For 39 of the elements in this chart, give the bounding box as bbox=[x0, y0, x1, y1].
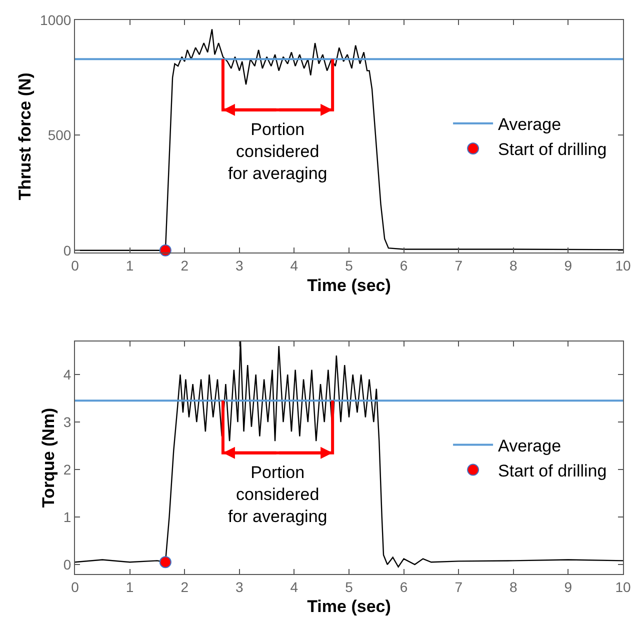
x-axis-title: Time (sec) bbox=[307, 597, 391, 616]
y-tick-label: 0 bbox=[63, 556, 72, 572]
x-tick-label: 3 bbox=[236, 257, 244, 274]
x-tick-label: 9 bbox=[564, 578, 572, 595]
y-tick-label: 4 bbox=[63, 366, 72, 382]
y-tick-label: 500 bbox=[48, 127, 72, 144]
annotation: Portion considered for averaging bbox=[228, 120, 328, 184]
x-tick-label: 4 bbox=[290, 578, 298, 595]
x-tick-label: 8 bbox=[510, 578, 518, 595]
y-tick-label: 1 bbox=[63, 508, 72, 525]
x-tick-label: 1 bbox=[126, 257, 134, 274]
x-tick-label: 6 bbox=[400, 257, 408, 274]
x-tick-label: 2 bbox=[180, 257, 189, 274]
x-tick-label: 10 bbox=[615, 578, 631, 595]
x-tick-label: 9 bbox=[564, 257, 572, 274]
y-tick-label: 1000 bbox=[40, 12, 72, 28]
x-tick-label: 10 bbox=[615, 257, 631, 274]
y-axis-title: Torque (Nm) bbox=[38, 408, 58, 508]
line-series bbox=[75, 341, 623, 568]
x-tick-label: 8 bbox=[510, 257, 518, 274]
x-tick-label: 4 bbox=[290, 257, 298, 274]
legend-label: Start of drilling bbox=[498, 461, 607, 480]
y-axis-title: Thrust force (N) bbox=[16, 72, 35, 200]
x-tick-label: 1 bbox=[126, 578, 134, 595]
x-axis-title: Time (sec) bbox=[307, 276, 391, 295]
y-tick-label: 2 bbox=[63, 461, 72, 478]
x-tick-label: 5 bbox=[345, 578, 354, 595]
x-tick-label: 5 bbox=[345, 257, 354, 274]
x-tick-label: 3 bbox=[236, 578, 244, 595]
y-tick-label: 3 bbox=[63, 414, 72, 430]
x-tick-label: 7 bbox=[454, 257, 463, 274]
y-tick-label: 0 bbox=[63, 242, 72, 258]
legend-label: Average bbox=[498, 436, 562, 456]
annotation: Portion considered for averaging bbox=[228, 463, 328, 526]
x-tick-label: 6 bbox=[400, 578, 408, 595]
legend-label: Start of drilling bbox=[498, 140, 607, 160]
x-tick-label: 2 bbox=[180, 578, 189, 595]
legend-label: Average bbox=[498, 115, 562, 134]
x-tick-label: 7 bbox=[454, 578, 463, 595]
